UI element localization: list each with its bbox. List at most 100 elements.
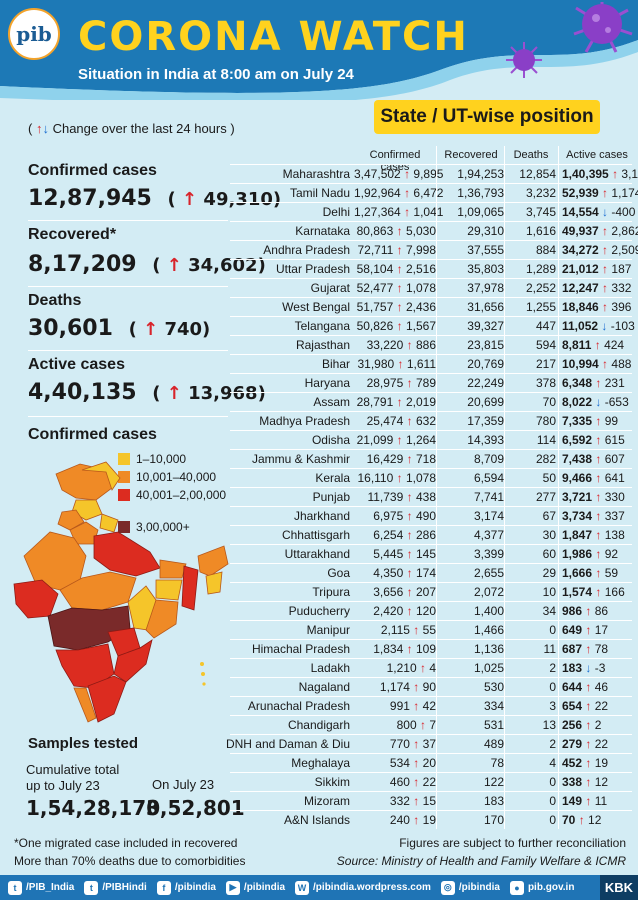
active-delta: 2,509 bbox=[611, 243, 638, 257]
recovered-cell: 4,377 bbox=[473, 528, 504, 542]
confirmed-count: 240 bbox=[389, 813, 410, 827]
active-cell: 52,939 ↑ 1,174 bbox=[562, 186, 638, 200]
arrow-up-icon: ↑ bbox=[602, 186, 609, 200]
confirmed-count: 80,863 bbox=[356, 224, 394, 238]
confirmed-count: 1,834 bbox=[373, 642, 404, 656]
recovered-cell: 20,769 bbox=[467, 357, 504, 371]
recovered-cell: 22,249 bbox=[467, 376, 504, 390]
table-row: Assam 28,791 ↑ 2,019 20,699 70 8,022 ↓ -653 bbox=[230, 392, 632, 411]
confirmed-delta: 1,567 bbox=[405, 319, 436, 333]
recovered-cell: 2,655 bbox=[473, 566, 504, 580]
arrow-down-icon: ↓ bbox=[601, 319, 608, 333]
table-row: Jammu & Kashmir 16,429 ↑ 718 8,709 282 7,438… bbox=[230, 449, 632, 468]
confirmed-count: 28,975 bbox=[366, 376, 404, 390]
state-name: Delhi bbox=[322, 205, 350, 219]
active-delta: 17 bbox=[594, 623, 609, 637]
row-divider bbox=[230, 658, 632, 659]
confirmed-cell: 770 ↑ 37 bbox=[354, 737, 436, 751]
confirmed-count: 1,27,364 bbox=[354, 205, 401, 219]
arrow-up-icon: ↑ bbox=[404, 205, 411, 219]
recovered-cell: 6,594 bbox=[473, 471, 504, 485]
state-name: A&N Islands bbox=[283, 813, 350, 827]
map-title: Confirmed cases bbox=[28, 426, 157, 443]
social-link[interactable]: f/pibindia bbox=[156, 880, 216, 895]
arrow-down-icon: ↓ bbox=[42, 121, 49, 136]
active-cell: 1,574 ↑ 166 bbox=[562, 585, 632, 599]
samples-day-label: On July 23 bbox=[152, 777, 215, 792]
recovered-total: 8,17,209 bbox=[28, 252, 137, 277]
table-row: Odisha 21,099 ↑ 1,264 14,393 114 6,592 ↑ 615 bbox=[230, 430, 632, 449]
deaths-cell: 3 bbox=[549, 699, 556, 713]
arrow-up-icon: ↑ bbox=[396, 471, 403, 485]
confirmed-count: 58,104 bbox=[356, 262, 394, 276]
row-divider bbox=[230, 791, 632, 792]
active-count: 149 bbox=[562, 794, 583, 808]
arrow-up-icon: ↑ bbox=[396, 433, 403, 447]
confirmed-count: 33,220 bbox=[366, 338, 404, 352]
table-row: Uttarakhand 5,445 ↑ 145 3,399 60 1,986 ↑ 92 bbox=[230, 544, 632, 563]
deaths-cell: 50 bbox=[542, 471, 556, 485]
table-row: DNH and Daman & Diu 770 ↑ 37 489 2 279 ↑ 22 bbox=[226, 734, 632, 753]
row-divider bbox=[230, 278, 632, 279]
active-count: 7,438 bbox=[562, 452, 593, 466]
confirmed-delta: 1,611 bbox=[406, 357, 436, 371]
social-link[interactable]: t/PIBHindi bbox=[84, 880, 147, 895]
active-label: Active cases bbox=[28, 356, 125, 373]
active-count: 34,272 bbox=[562, 243, 599, 257]
row-divider bbox=[230, 240, 632, 241]
confirmed-count: 5,445 bbox=[373, 547, 404, 561]
arrow-up-icon: ↑ bbox=[595, 376, 602, 390]
confirmed-cell: 1,210 ↑ 4 bbox=[354, 661, 436, 675]
arrow-down-icon: ↓ bbox=[602, 205, 609, 219]
social-link[interactable]: ● pib.gov.in bbox=[509, 880, 574, 895]
arrow-up-icon: ↑ bbox=[595, 490, 602, 504]
arrow-up-icon: ↑ bbox=[419, 718, 426, 732]
table-row: Chhattisgarh 6,254 ↑ 286 4,377 30 1,847 ↑ 13… bbox=[230, 525, 632, 544]
state-name: Meghalaya bbox=[291, 756, 350, 770]
confirmed-delta: 632 bbox=[415, 414, 436, 428]
confirmed-cell: 31,980 ↑ 1,611 bbox=[354, 357, 436, 371]
change-legend: ( ↑↓ Change over the last 24 hours ) bbox=[28, 121, 235, 136]
recovered-cell: 489 bbox=[483, 737, 504, 751]
active-delta: 424 bbox=[604, 338, 625, 352]
confirmed-cell: 50,826 ↑ 1,567 bbox=[354, 319, 436, 333]
active-delta: 22 bbox=[594, 737, 609, 751]
confirmed-count: 52,477 bbox=[356, 281, 394, 295]
social-link[interactable]: W/pibindia.wordpress.com bbox=[295, 880, 431, 895]
table-row: Tamil Nadu 1,92,964 ↑ 6,472 1,36,793 3,232 5… bbox=[230, 183, 638, 202]
confirmed-count: 332 bbox=[389, 794, 410, 808]
deaths-cell: 29 bbox=[542, 566, 556, 580]
state-name: Telangana bbox=[294, 319, 350, 333]
confirmed-cell: 52,477 ↑ 1,078 bbox=[354, 281, 436, 295]
table-row: Karnataka 80,863 ↑ 5,030 29,310 1,616 49,937… bbox=[230, 221, 638, 240]
arrow-up-icon: ↑ bbox=[585, 642, 592, 656]
active-delta: -3 bbox=[594, 661, 606, 675]
social-link[interactable]: t/PIB_India bbox=[8, 880, 74, 895]
active-delta: 22 bbox=[594, 699, 609, 713]
social-link[interactable]: ◎/pibindia bbox=[440, 880, 500, 895]
state-name: Jharkhand bbox=[293, 509, 350, 523]
social-link[interactable]: ▶/pibindia bbox=[225, 880, 285, 895]
arrow-up-icon: ↑ bbox=[406, 338, 413, 352]
active-cell: 452 ↑ 19 bbox=[562, 756, 632, 770]
recovered-cell: 17,359 bbox=[467, 414, 504, 428]
active-delta: 1,174 bbox=[611, 186, 638, 200]
recovered-cell: 37,555 bbox=[467, 243, 504, 257]
table-row: Haryana 28,975 ↑ 789 22,249 378 6,348 ↑ 231 bbox=[230, 373, 632, 392]
recovered-value: 8,17,209 ( ↑ 34,602) bbox=[28, 252, 266, 277]
recovered-cell: 1,136 bbox=[473, 642, 504, 656]
arrow-up-icon: ↑ bbox=[602, 300, 609, 314]
confirmed-count: 51,757 bbox=[356, 300, 394, 314]
active-count: 9,466 bbox=[562, 471, 593, 485]
samples-cumulative-label: Cumulative total up to July 23 bbox=[26, 762, 119, 794]
table-row: Madhya Pradesh 25,474 ↑ 632 17,359 780 7,335… bbox=[230, 411, 632, 430]
confirmed-cell: 2,115 ↑ 55 bbox=[354, 623, 436, 637]
table-row: Mizoram 332 ↑ 15 183 0 149 ↑ 11 bbox=[230, 791, 632, 810]
state-table: Confirmed cases Recovered Deaths Active … bbox=[226, 146, 638, 829]
arrow-up-icon: ↑ bbox=[406, 414, 413, 428]
active-count: 338 bbox=[562, 775, 583, 789]
confirmed-delta: 49,310 bbox=[203, 189, 273, 210]
active-count: 1,847 bbox=[562, 528, 593, 542]
recovered-cell: 29,310 bbox=[467, 224, 504, 238]
confirmed-delta: 6,472 bbox=[413, 186, 444, 200]
